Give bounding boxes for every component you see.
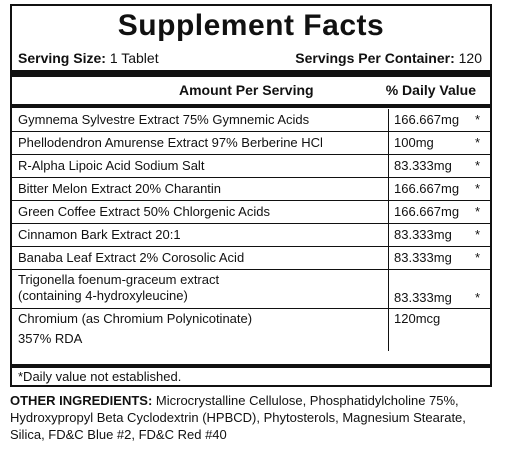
cell-divider xyxy=(388,109,389,131)
ingredient-name-line: Trigonella foenum-graceum extract xyxy=(18,272,220,287)
ingredient-table: Gymnema Sylvestre Extract 75% Gymnemic A… xyxy=(12,109,490,351)
daily-value-asterisk: * xyxy=(475,250,481,265)
daily-value-asterisk: * xyxy=(475,181,481,196)
ingredient-amount: 166.667mg xyxy=(394,204,460,219)
servings-per-container-label: Servings Per Container: xyxy=(295,50,455,66)
ingredient-name-line: (containing 4-hydroxyleucine) xyxy=(18,288,188,303)
medium-divider xyxy=(12,104,490,108)
daily-value-asterisk: * xyxy=(475,112,481,127)
daily-value-asterisk: * xyxy=(475,227,481,242)
ingredient-amount: 83.333mg xyxy=(394,250,452,265)
ingredient-row: Green Coffee Extract 50% Chlorgenic Acid… xyxy=(12,201,490,224)
ingredient-name: Chromium (as Chromium Polynicotinate) xyxy=(18,311,253,326)
cell-divider xyxy=(388,201,389,223)
cell-divider xyxy=(388,224,389,246)
daily-value-footnote: *Daily value not established. xyxy=(18,369,182,384)
daily-value-asterisk: * xyxy=(475,290,481,305)
other-ingredients: OTHER INGREDIENTS: Microcrystalline Cell… xyxy=(10,392,496,443)
daily-value-asterisk: * xyxy=(475,135,481,150)
ingredient-amount: 166.667mg xyxy=(394,181,460,196)
column-header: Amount Per Serving % Daily Value xyxy=(12,77,490,103)
serving-info: Serving Size: 1 Tablet Servings Per Cont… xyxy=(18,48,482,68)
serving-size: Serving Size: 1 Tablet xyxy=(18,48,159,68)
ingredient-name: Trigonella foenum-graceum extract (conta… xyxy=(18,272,219,304)
bottom-divider xyxy=(12,364,490,368)
ingredient-amount: 166.667mg xyxy=(394,112,460,127)
ingredient-name: Phellodendron Amurense Extract 97% Berbe… xyxy=(18,135,323,150)
cell-divider xyxy=(388,155,389,177)
ingredient-row: Gymnema Sylvestre Extract 75% Gymnemic A… xyxy=(12,109,490,132)
daily-value-asterisk: * xyxy=(475,158,481,173)
ingredient-row: Phellodendron Amurense Extract 97% Berbe… xyxy=(12,132,490,155)
ingredient-name: Cinnamon Bark Extract 20:1 xyxy=(18,227,181,242)
ingredient-name: Banaba Leaf Extract 2% Corosolic Acid xyxy=(18,250,245,265)
other-ingredients-text: Microcrystalline Cellulose, Phosphatidyl… xyxy=(10,393,466,442)
amount-header: Amount Per Serving xyxy=(179,82,314,98)
serving-size-value: 1 Tablet xyxy=(109,50,159,66)
ingredient-amount: 83.333mg xyxy=(394,158,452,173)
ingredient-row: R-Alpha Lipoic Acid Sodium Salt 83.333mg… xyxy=(12,155,490,178)
ingredient-name: Bitter Melon Extract 20% Charantin xyxy=(18,181,222,196)
panel-title: Supplement Facts xyxy=(117,9,385,42)
cell-divider xyxy=(388,270,389,308)
ingredient-amount: 83.333mg xyxy=(394,227,452,242)
cell-divider xyxy=(388,132,389,154)
ingredient-name: R-Alpha Lipoic Acid Sodium Salt xyxy=(18,158,205,173)
ingredient-amount: 120mcg xyxy=(394,311,441,326)
servings-per-container: Servings Per Container: 120 xyxy=(295,48,482,68)
cell-divider xyxy=(388,309,389,351)
ingredient-row: Trigonella foenum-graceum extract (conta… xyxy=(12,270,490,309)
supplement-facts-panel: Supplement Facts Serving Size: 1 Tablet … xyxy=(10,4,492,387)
ingredient-row: Cinnamon Bark Extract 20:1 83.333mg * xyxy=(12,224,490,247)
ingredient-row: Bitter Melon Extract 20% Charantin 166.6… xyxy=(12,178,490,201)
cell-divider xyxy=(388,178,389,200)
ingredient-amount: 100mg xyxy=(394,135,434,150)
rda-percentage: 357% RDA xyxy=(18,331,83,346)
ingredient-amount: 83.333mg xyxy=(394,290,452,305)
ingredient-row: Chromium (as Chromium Polynicotinate) 12… xyxy=(12,309,490,351)
servings-per-container-value: 120 xyxy=(458,50,482,66)
ingredient-row: Banaba Leaf Extract 2% Corosolic Acid 83… xyxy=(12,247,490,270)
ingredient-name: Green Coffee Extract 50% Chlorgenic Acid… xyxy=(18,204,270,219)
daily-value-asterisk: * xyxy=(475,204,481,219)
thick-divider xyxy=(12,70,490,77)
other-ingredients-label: OTHER INGREDIENTS: xyxy=(10,393,153,408)
cell-divider xyxy=(388,247,389,269)
serving-size-label: Serving Size: xyxy=(18,50,106,66)
ingredient-name: Gymnema Sylvestre Extract 75% Gymnemic A… xyxy=(18,112,310,127)
daily-value-header: % Daily Value xyxy=(385,82,476,98)
